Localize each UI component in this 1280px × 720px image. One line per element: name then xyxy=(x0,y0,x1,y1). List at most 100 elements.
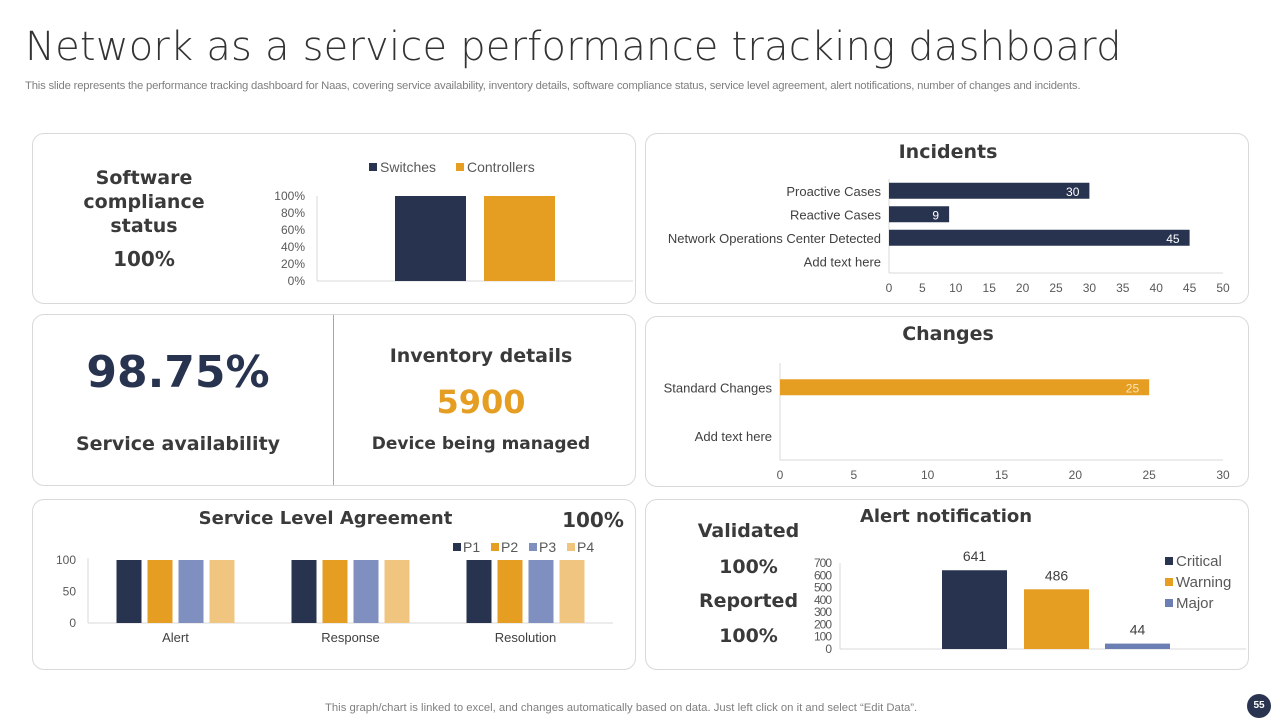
incidents-title: Incidents xyxy=(898,141,998,163)
category-label: Standard Changes xyxy=(664,380,773,395)
x-tick-label: 25 xyxy=(1049,281,1063,295)
legend-swatch-p3 xyxy=(529,543,537,551)
bar-p1 xyxy=(116,560,142,623)
page-subtitle: This slide represents the performance tr… xyxy=(25,80,1081,92)
category-label: Alert xyxy=(162,630,189,645)
bar xyxy=(889,229,1190,246)
bar-major xyxy=(1105,643,1170,649)
bar-p3 xyxy=(353,560,379,623)
y-tick-label: 600 xyxy=(814,568,832,582)
x-tick-label: 30 xyxy=(1216,468,1230,482)
bar-p4 xyxy=(384,560,410,623)
y-tick-label: 400 xyxy=(814,593,832,607)
legend-label-controllers: Controllers xyxy=(467,159,535,175)
data-label: 25 xyxy=(1126,381,1140,395)
software-compliance-title-line1: Software compliance xyxy=(83,167,205,213)
bar-p1 xyxy=(291,560,317,623)
availability-inventory-panel: 98.75% Service availability Inventory de… xyxy=(32,314,636,486)
x-tick-label: 5 xyxy=(919,281,926,295)
changes-title: Changes xyxy=(902,323,994,345)
y-tick-label: 100 xyxy=(814,630,832,644)
category-label: Network Operations Center Detected xyxy=(668,231,881,246)
legend-swatch-critical xyxy=(1165,557,1173,565)
software-compliance-title-line2: status xyxy=(110,215,178,237)
legend-label-critical: Critical xyxy=(1176,553,1222,570)
x-tick-label: 20 xyxy=(1016,281,1030,295)
y-tick-label: 0% xyxy=(288,274,306,288)
data-label: 9 xyxy=(932,208,939,222)
software-compliance-value: 100% xyxy=(113,247,175,271)
sla-chart[interactable]: 0 50 100 Alert Response Resolution P1 P2 P3 P4 xyxy=(33,500,637,671)
category-label: Reactive Cases xyxy=(790,207,882,222)
sla-title: Service Level Agreement xyxy=(198,508,453,529)
incidents-chart[interactable]: 0 5 10 15 20 25 30 35 40 45 50 Proactive Cases 30 Rea… xyxy=(646,134,1250,305)
validated-value: 100% xyxy=(719,556,778,578)
sla-panel: Service Level Agreement 100% 0 50 100 Alert… xyxy=(32,499,636,670)
software-compliance-title: Software compliance status xyxy=(33,166,255,238)
bar-p4 xyxy=(209,560,235,623)
sla-value: 100% xyxy=(562,508,624,532)
inventory-value: 5900 xyxy=(436,383,526,421)
bar-p3 xyxy=(528,560,554,623)
y-tick-label: 100 xyxy=(56,553,76,567)
compliance-chart[interactable]: 0% 20% 40% 60% 80% 100% Switches Controllers xyxy=(33,134,637,305)
y-tick-label: 40% xyxy=(281,240,305,254)
y-tick-label: 0 xyxy=(69,616,76,630)
bar-switches xyxy=(395,196,466,281)
category-label: Proactive Cases xyxy=(786,184,881,199)
y-tick-label: 300 xyxy=(814,605,832,619)
x-tick-label: 35 xyxy=(1116,281,1130,295)
x-tick-label: 15 xyxy=(995,468,1009,482)
legend-label-p1: P1 xyxy=(463,539,480,555)
footer-note: This graph/chart is linked to excel, and… xyxy=(325,702,918,714)
y-tick-label: 0 xyxy=(825,642,832,656)
software-compliance-panel: Software compliance status 100% 0% 20% 40%… xyxy=(32,133,636,304)
x-tick-label: 0 xyxy=(886,281,893,295)
y-tick-label: 500 xyxy=(814,581,832,595)
changes-chart[interactable]: 0 5 10 15 20 25 30 Standard Changes 25 Add text h… xyxy=(646,317,1250,488)
bar xyxy=(889,182,1090,199)
x-tick-label: 15 xyxy=(983,281,997,295)
y-tick-label: 50 xyxy=(63,585,77,599)
bar-controllers xyxy=(484,196,555,281)
incidents-panel: Incidents 0 5 10 15 20 25 30 35 40 45 50 Proactive … xyxy=(645,133,1249,304)
legend-swatch-warning xyxy=(1165,578,1173,586)
x-tick-label: 45 xyxy=(1183,281,1197,295)
bar-warning xyxy=(1024,589,1089,649)
legend-swatch-switches xyxy=(369,163,377,171)
x-tick-label: 10 xyxy=(921,468,935,482)
reported-value: 100% xyxy=(719,625,778,647)
x-tick-label: 25 xyxy=(1142,468,1156,482)
legend-swatch-p1 xyxy=(453,543,461,551)
y-tick-label: 700 xyxy=(814,556,832,570)
legend-label-p4: P4 xyxy=(577,539,594,555)
legend-label-warning: Warning xyxy=(1176,574,1231,591)
page-title: Network as a service performance trackin… xyxy=(25,24,1122,70)
x-tick-label: 5 xyxy=(850,468,857,482)
data-label: 486 xyxy=(1045,567,1069,583)
category-label: Add text here xyxy=(695,429,772,444)
service-availability-value: 98.75% xyxy=(86,347,270,398)
y-tick-label: 20% xyxy=(281,257,305,271)
service-availability-label: Service availability xyxy=(75,433,281,455)
legend-label-major: Major xyxy=(1176,595,1214,612)
x-tick-label: 30 xyxy=(1083,281,1097,295)
x-tick-label: 50 xyxy=(1216,281,1230,295)
legend-label-p3: P3 xyxy=(539,539,556,555)
legend-swatch-major xyxy=(1165,599,1173,607)
bar-p2 xyxy=(322,560,348,623)
inventory-label: Device being managed xyxy=(371,434,591,454)
bar-critical xyxy=(942,570,1007,649)
data-label: 30 xyxy=(1066,185,1080,199)
bar xyxy=(889,206,950,223)
category-label: Response xyxy=(321,630,380,645)
x-tick-label: 20 xyxy=(1069,468,1083,482)
legend-swatch-controllers xyxy=(456,163,464,171)
reported-label: Reported xyxy=(698,590,799,612)
x-tick-label: 40 xyxy=(1150,281,1164,295)
y-tick-label: 100% xyxy=(274,189,305,203)
bar-p2 xyxy=(497,560,523,623)
bar xyxy=(780,379,1150,396)
alert-panel: Alert notification Validated 100% Report… xyxy=(645,499,1249,670)
